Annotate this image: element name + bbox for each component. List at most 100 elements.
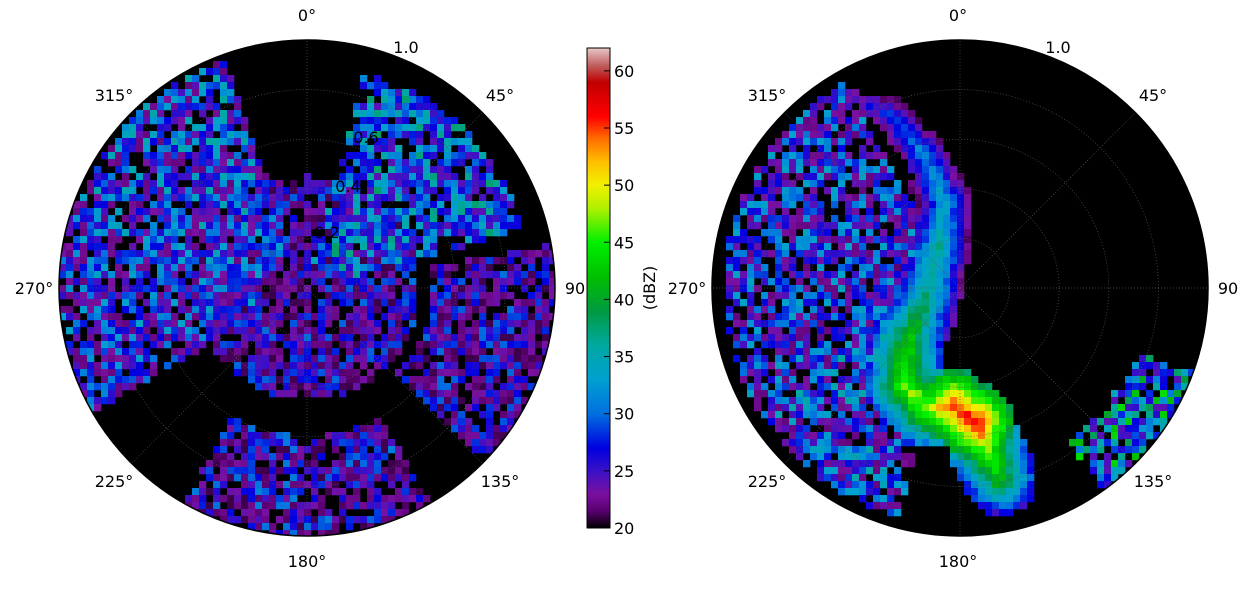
reflectivity-cell (486, 355, 494, 363)
reflectivity-cell (381, 257, 389, 265)
reflectivity-cell (283, 292, 291, 300)
reflectivity-cell (859, 131, 867, 139)
reflectivity-cell (472, 425, 480, 433)
reflectivity-cell (402, 117, 410, 125)
reflectivity-cell (136, 236, 144, 244)
reflectivity-cell (789, 152, 797, 160)
reflectivity-cell (353, 257, 361, 265)
reflectivity-cell (318, 348, 326, 356)
reflectivity-cell (164, 327, 172, 335)
reflectivity-cell (283, 362, 291, 370)
reflectivity-cell (311, 488, 319, 496)
reflectivity-cell (220, 243, 228, 251)
reflectivity-cell (402, 257, 410, 265)
reflectivity-cell (796, 348, 804, 356)
reflectivity-cell (824, 397, 832, 405)
reflectivity-cell (726, 306, 734, 314)
reflectivity-cell (754, 376, 762, 384)
reflectivity-cell (775, 313, 783, 321)
reflectivity-cell (957, 243, 965, 251)
reflectivity-cell (740, 250, 748, 258)
reflectivity-cell (936, 327, 944, 335)
reflectivity-cell (346, 278, 354, 286)
reflectivity-cell (880, 320, 888, 328)
reflectivity-cell (733, 236, 741, 244)
reflectivity-cell (936, 166, 944, 174)
reflectivity-cell (971, 425, 979, 433)
reflectivity-cell (992, 411, 1000, 419)
reflectivity-cell (409, 306, 417, 314)
reflectivity-cell (255, 278, 263, 286)
reflectivity-cell (838, 173, 846, 181)
reflectivity-cell (831, 201, 839, 209)
reflectivity-cell (290, 215, 298, 223)
reflectivity-cell (803, 355, 811, 363)
reflectivity-cell (887, 117, 895, 125)
reflectivity-cell (894, 446, 902, 454)
reflectivity-cell (922, 215, 930, 223)
reflectivity-cell (241, 124, 249, 132)
reflectivity-cell (311, 271, 319, 279)
reflectivity-cell (978, 502, 986, 510)
reflectivity-cell (880, 453, 888, 461)
reflectivity-cell (227, 278, 235, 286)
reflectivity-cell (901, 117, 909, 125)
reflectivity-cell (796, 278, 804, 286)
reflectivity-cell (206, 208, 214, 216)
reflectivity-cell (353, 432, 361, 440)
reflectivity-cell (150, 320, 158, 328)
reflectivity-cell (964, 250, 972, 258)
reflectivity-cell (318, 341, 326, 349)
reflectivity-cell (831, 446, 839, 454)
reflectivity-cell (346, 138, 354, 146)
reflectivity-cell (255, 334, 263, 342)
reflectivity-cell (894, 425, 902, 433)
reflectivity-cell (831, 481, 839, 489)
reflectivity-cell (451, 278, 459, 286)
reflectivity-cell (479, 341, 487, 349)
reflectivity-cell (754, 390, 762, 398)
reflectivity-cell (199, 229, 207, 237)
reflectivity-cell (754, 327, 762, 335)
reflectivity-cell (915, 166, 923, 174)
reflectivity-cell (901, 341, 909, 349)
reflectivity-cell (290, 390, 298, 398)
reflectivity-cell (444, 215, 452, 223)
reflectivity-cell (353, 327, 361, 335)
reflectivity-cell (458, 320, 466, 328)
reflectivity-cell (241, 222, 249, 230)
reflectivity-cell (957, 208, 965, 216)
reflectivity-cell (213, 152, 221, 160)
reflectivity-cell (395, 145, 403, 153)
reflectivity-cell (206, 243, 214, 251)
reflectivity-cell (108, 152, 116, 160)
reflectivity-cell (486, 180, 494, 188)
reflectivity-cell (122, 215, 130, 223)
reflectivity-cell (220, 355, 228, 363)
reflectivity-cell (838, 397, 846, 405)
reflectivity-cell (894, 278, 902, 286)
reflectivity-cell (789, 222, 797, 230)
reflectivity-cell (227, 313, 235, 321)
reflectivity-cell (472, 278, 480, 286)
reflectivity-cell (894, 131, 902, 139)
reflectivity-cell (880, 495, 888, 503)
reflectivity-cell (950, 432, 958, 440)
reflectivity-cell (241, 243, 249, 251)
reflectivity-cell (1132, 397, 1140, 405)
reflectivity-cell (325, 369, 333, 377)
reflectivity-cell (220, 516, 228, 524)
reflectivity-cell (1097, 418, 1105, 426)
reflectivity-cell (381, 348, 389, 356)
reflectivity-cell (206, 250, 214, 258)
reflectivity-cell (444, 145, 452, 153)
reflectivity-cell (838, 404, 846, 412)
reflectivity-cell (367, 250, 375, 258)
reflectivity-cell (241, 271, 249, 279)
reflectivity-cell (66, 271, 74, 279)
reflectivity-cell (332, 432, 340, 440)
reflectivity-cell (838, 474, 846, 482)
reflectivity-cell (985, 404, 993, 412)
reflectivity-cell (768, 159, 776, 167)
reflectivity-cell (978, 453, 986, 461)
